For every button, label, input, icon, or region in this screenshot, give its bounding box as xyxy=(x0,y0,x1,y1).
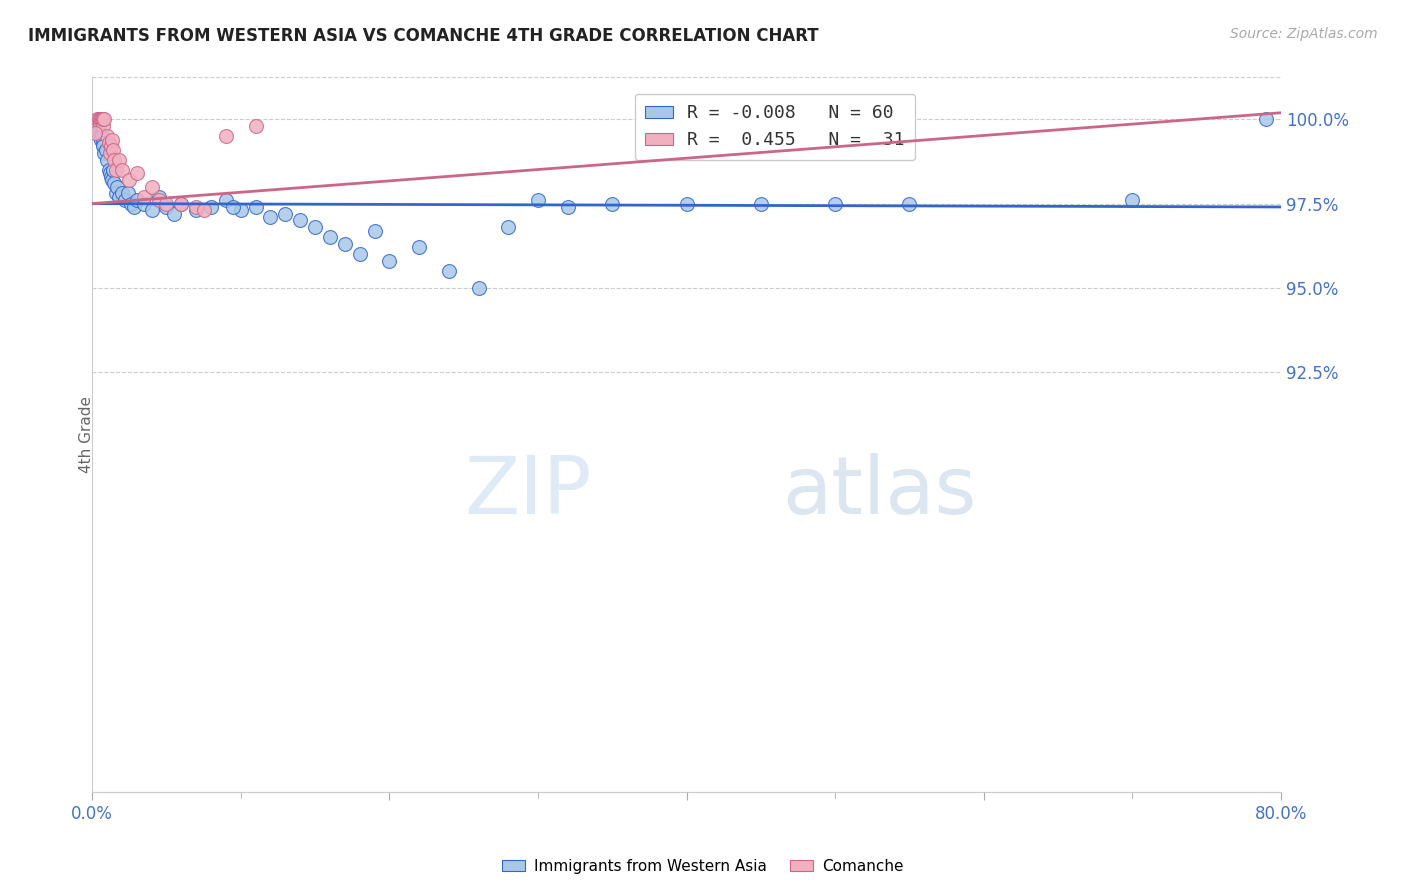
Legend: R = -0.008   N = 60, R =  0.455   N =  31: R = -0.008 N = 60, R = 0.455 N = 31 xyxy=(634,94,915,161)
Point xyxy=(245,200,267,214)
Point xyxy=(94,143,117,157)
Point xyxy=(93,146,115,161)
Point xyxy=(215,129,238,144)
Point xyxy=(97,136,120,150)
Point xyxy=(141,203,163,218)
Point xyxy=(117,186,139,201)
Point xyxy=(96,153,118,167)
Point xyxy=(89,129,111,144)
Point xyxy=(90,112,112,127)
Point xyxy=(155,196,177,211)
Point xyxy=(89,116,111,130)
Point xyxy=(134,190,156,204)
Point xyxy=(111,163,134,178)
Point xyxy=(467,281,489,295)
Point xyxy=(125,193,148,207)
Point xyxy=(215,193,238,207)
Point xyxy=(101,133,124,147)
Point xyxy=(408,240,430,254)
Point xyxy=(107,179,129,194)
Point xyxy=(103,153,125,167)
Point xyxy=(1254,112,1277,127)
Point xyxy=(120,196,142,211)
Point xyxy=(104,163,127,178)
Point xyxy=(96,129,118,144)
Point xyxy=(122,200,145,214)
Point xyxy=(675,196,697,211)
Legend: Immigrants from Western Asia, Comanche: Immigrants from Western Asia, Comanche xyxy=(496,853,910,880)
Point xyxy=(91,139,114,153)
Point xyxy=(104,186,127,201)
Point xyxy=(378,253,401,268)
Point xyxy=(101,143,124,157)
Point xyxy=(87,126,110,140)
Point xyxy=(101,173,124,187)
Point xyxy=(186,200,208,214)
Point xyxy=(229,203,252,218)
Point xyxy=(155,200,177,214)
Point xyxy=(111,186,134,201)
Point xyxy=(600,196,623,211)
Point xyxy=(90,129,112,144)
Point xyxy=(193,203,215,218)
Point xyxy=(259,210,281,224)
Text: Source: ZipAtlas.com: Source: ZipAtlas.com xyxy=(1230,27,1378,41)
Point xyxy=(163,207,186,221)
Point xyxy=(496,220,519,235)
Point xyxy=(245,119,267,133)
Point xyxy=(898,196,921,211)
Point xyxy=(84,126,107,140)
Point xyxy=(749,196,772,211)
Text: IMMIGRANTS FROM WESTERN ASIA VS COMANCHE 4TH GRADE CORRELATION CHART: IMMIGRANTS FROM WESTERN ASIA VS COMANCHE… xyxy=(28,27,818,45)
Point xyxy=(437,264,460,278)
Point xyxy=(363,223,385,237)
Point xyxy=(103,177,125,191)
Point xyxy=(557,200,579,214)
Point xyxy=(93,112,115,127)
Point xyxy=(148,193,170,207)
Text: atlas: atlas xyxy=(782,453,976,531)
Point xyxy=(290,213,312,227)
Point xyxy=(333,236,356,251)
Point xyxy=(89,129,111,144)
Point xyxy=(304,220,326,235)
Point xyxy=(170,196,193,211)
Point xyxy=(527,193,550,207)
Point xyxy=(100,169,122,184)
Point xyxy=(90,112,112,127)
Point xyxy=(100,139,122,153)
Point xyxy=(97,163,120,178)
Point xyxy=(86,119,108,133)
Point xyxy=(101,163,124,178)
Point xyxy=(90,133,112,147)
Point xyxy=(319,230,342,244)
Y-axis label: 4th Grade: 4th Grade xyxy=(79,396,94,474)
Point xyxy=(824,196,846,211)
Point xyxy=(91,112,114,127)
Point xyxy=(200,200,222,214)
Point xyxy=(125,166,148,180)
Point xyxy=(87,112,110,127)
Point xyxy=(86,112,108,127)
Point xyxy=(141,179,163,194)
Point xyxy=(118,173,141,187)
Text: ZIP: ZIP xyxy=(464,453,592,531)
Point xyxy=(349,247,371,261)
Point xyxy=(222,200,245,214)
Point xyxy=(98,166,121,180)
Point xyxy=(89,112,111,127)
Point xyxy=(108,153,131,167)
Point xyxy=(91,119,114,133)
Point xyxy=(186,203,208,218)
Point xyxy=(114,193,136,207)
Point xyxy=(98,146,121,161)
Point xyxy=(108,190,131,204)
Point xyxy=(274,207,297,221)
Point xyxy=(134,196,156,211)
Point xyxy=(1121,193,1143,207)
Point xyxy=(170,196,193,211)
Point xyxy=(91,136,114,150)
Point xyxy=(148,190,170,204)
